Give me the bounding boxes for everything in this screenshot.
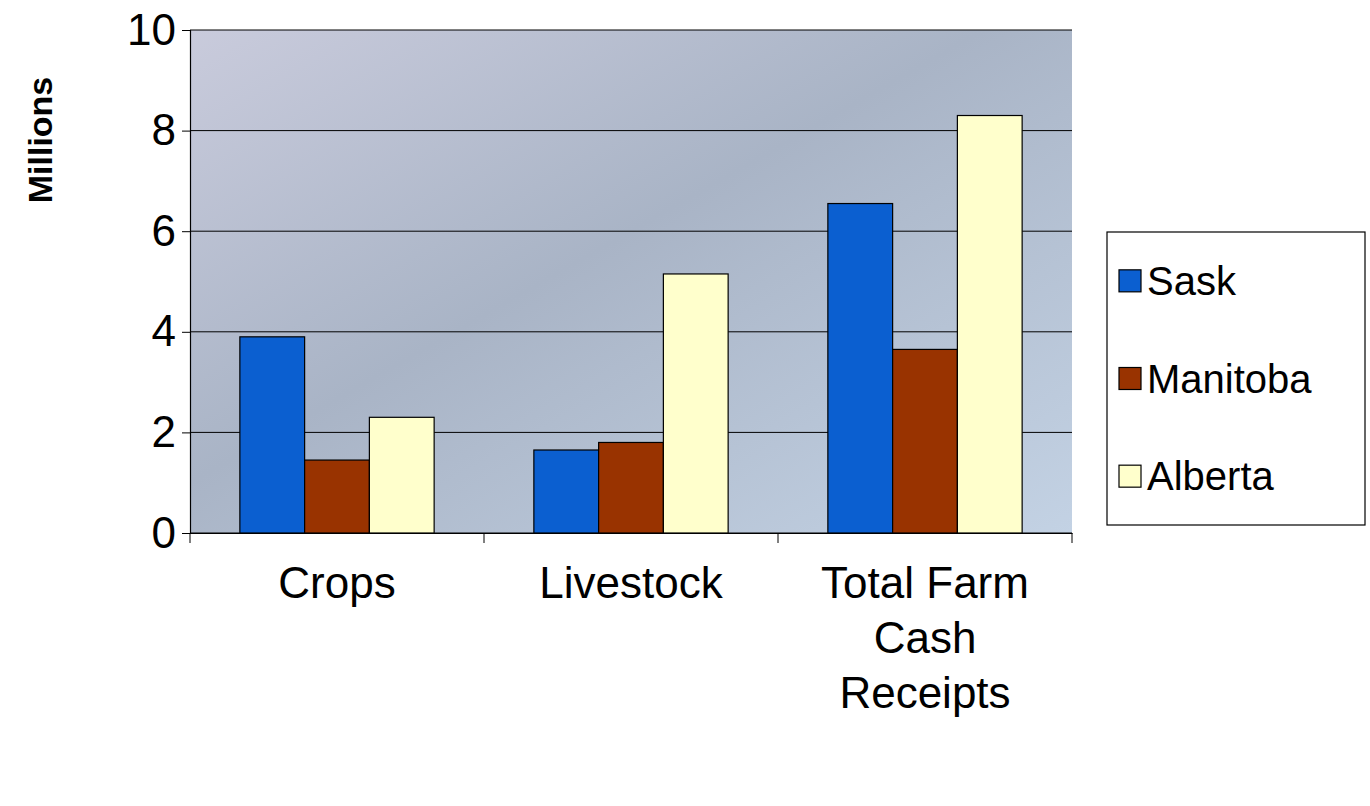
category-label: Total Farm Cash Receipts [821,558,1029,717]
bar [305,460,370,533]
grid-line [190,130,1072,131]
x-axis-line [191,533,1073,534]
tick: 6 [152,206,190,255]
tick-label: 2 [152,407,176,456]
tick: Total Farm Cash Receipts [821,533,1029,717]
tick-mark [182,533,190,534]
category-label: Crops [278,558,395,607]
bar-series [305,349,958,533]
category-label-line: Crops [278,558,395,607]
plot-background [190,30,1072,533]
tick-mark [182,30,190,31]
tick: 8 [152,105,190,154]
bar [663,274,728,533]
bars [240,116,1022,533]
tick-mark [182,231,190,232]
tick-label: 10 [127,5,176,54]
x-axis: Crops Livestock Total Farm Cash Receipts [191,533,1073,717]
x-boundary-ticks [190,533,1072,543]
bar [599,442,664,533]
tick: Crops [278,533,395,607]
category-label-line: Livestock [539,558,723,607]
bar [893,349,958,533]
legend-label: Manitoba [1147,357,1312,401]
tick-label: 0 [152,508,176,557]
tick-label: 6 [152,206,176,255]
bar [240,337,305,533]
bar-series [369,116,1022,533]
legend-box [1107,232,1365,525]
grid-line [190,30,1072,31]
category-label-line: Total Farm [821,558,1029,607]
y-axis-title: Millions [21,77,59,204]
chart: 0 2 4 6 8 10 Crops Livestock Total Farm Cash Recei… [0,0,1370,806]
tick-label: 4 [152,306,176,355]
grid-line [190,331,1072,332]
tick: Livestock [539,533,723,607]
grid-line [190,231,1072,232]
tick-mark [182,131,190,132]
legend-label: Sask [1147,259,1237,303]
tick: 10 [127,5,190,54]
category-label-line: Cash [874,613,977,662]
tick: 2 [152,407,190,456]
plot: 0 2 4 6 8 10 Crops Livestock Total Farm Cash Recei… [127,5,1072,718]
y-axis: 0 2 4 6 8 10 [127,5,190,557]
tick: 0 [152,508,190,557]
legend-swatch [1119,368,1141,390]
legend-item: Manitoba [1119,357,1312,401]
boundary-tick [484,533,485,543]
legend-item: Sask [1119,259,1237,303]
bar [534,450,599,533]
legend-label: Alberta [1147,454,1274,498]
bar [828,204,893,533]
bar [369,417,434,533]
y-axis-line [182,31,191,534]
bar-series [240,204,893,533]
tick: 4 [152,306,190,355]
grid [190,30,1072,533]
tick-label: 8 [152,105,176,154]
legend: Sask Manitoba Alberta [1107,232,1365,525]
legend-swatch [1119,465,1141,487]
boundary-tick [778,533,779,543]
boundary-tick [1072,533,1073,543]
category-label: Livestock [539,558,723,607]
boundary-tick [190,533,191,543]
category-label-line: Receipts [839,668,1010,717]
bar [957,116,1022,533]
tick-mark [182,332,190,333]
legend-item: Alberta [1119,454,1274,498]
tick-mark [182,432,190,433]
legend-swatch [1119,270,1141,292]
